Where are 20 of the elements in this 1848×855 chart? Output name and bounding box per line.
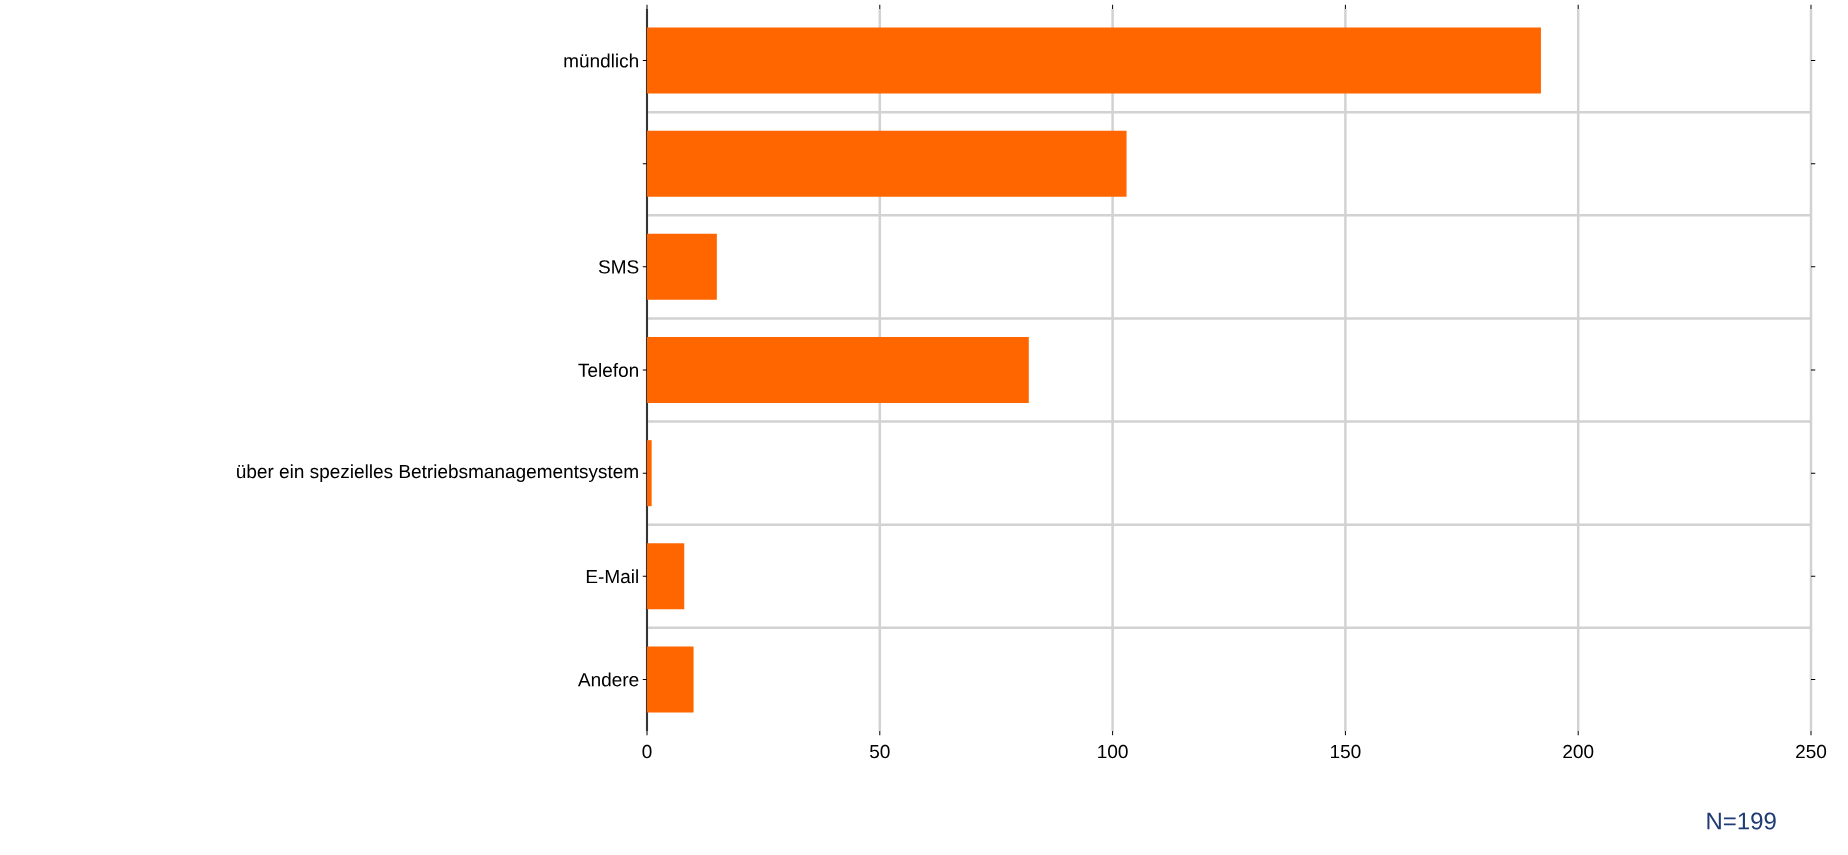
x-tick-label: 0	[642, 744, 652, 759]
bar	[647, 646, 694, 713]
bar	[647, 130, 1127, 197]
y-tick-label: mündlich	[564, 53, 638, 68]
x-tick-label: 50	[869, 744, 890, 759]
y-tick-label: Telefon	[578, 363, 638, 377]
x-tick-label: 150	[1330, 744, 1361, 759]
y-tick-label: E-Mail	[586, 569, 638, 584]
y-tick-label: SMS	[598, 260, 639, 274]
bar	[647, 233, 717, 300]
x-tick-label: 250	[1796, 744, 1827, 759]
bar	[647, 337, 1029, 404]
y-tick-label: Andere	[577, 672, 639, 687]
bar	[647, 543, 685, 610]
text: N=199	[1707, 812, 1776, 830]
bar	[647, 440, 652, 507]
bar	[647, 27, 1541, 94]
x-tick-label: 100	[1098, 744, 1128, 759]
y-tick-label: über ein spezielles Betriebsmanagementsystem	[237, 464, 638, 482]
x-tick-label: 200	[1563, 744, 1594, 759]
